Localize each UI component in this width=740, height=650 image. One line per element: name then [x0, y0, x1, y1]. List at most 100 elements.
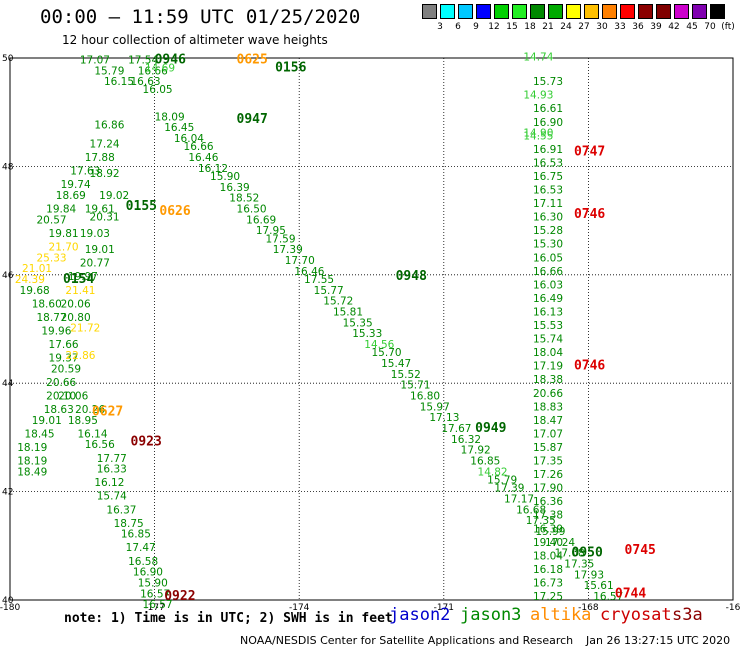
wave-height-value: 17.35	[533, 456, 563, 468]
wave-height-value: 17.11	[533, 198, 563, 210]
y-tick-label: 46	[2, 271, 14, 281]
wave-height-value: 18.47	[533, 415, 563, 427]
wave-height-value: 16.12	[94, 477, 124, 489]
wave-height-value: 19.61	[85, 203, 115, 215]
wave-height-value: 17.07	[533, 428, 563, 440]
wave-height-value: 16.91	[533, 144, 563, 156]
wave-height-value: 18.52	[229, 193, 259, 205]
wave-height-value: 18.19	[17, 442, 47, 454]
wave-height-value: 20.57	[37, 214, 67, 226]
x-tick-label: -171	[434, 603, 454, 613]
wave-height-value: 14.93	[523, 90, 553, 102]
pass-time-label: 0746	[574, 207, 605, 222]
wave-height-value: 19.03	[80, 228, 110, 240]
wave-height-value: 15.79	[487, 474, 517, 486]
wave-height-value: 16.66	[138, 65, 168, 77]
wave-height-value: 17.19	[533, 361, 563, 373]
y-tick-label: 42	[2, 488, 13, 498]
pass-time-label: 0627	[92, 405, 123, 420]
wave-height-value: 17.70	[285, 255, 315, 267]
pass-time-label: 0625	[237, 52, 268, 67]
wave-height-value: 16.03	[533, 279, 563, 291]
wave-height-value: 20.26	[75, 404, 105, 416]
wave-height-value: 16.90	[533, 117, 563, 129]
scale-label: 33	[614, 22, 626, 32]
wave-height-value: 19.02	[99, 190, 129, 202]
wave-height-value: 16.57	[140, 588, 170, 600]
wave-height-value: 19.01	[85, 244, 115, 256]
wave-height-value: 20.59	[51, 363, 81, 375]
pass-time-label: 0948	[396, 269, 427, 284]
wave-height-value: 18.92	[90, 168, 120, 180]
wave-height-value: 21.41	[65, 285, 95, 297]
wave-height-value: 15.77	[314, 285, 344, 297]
satellite-label-jason2: jason2	[389, 605, 451, 625]
wave-height-value: 15.74	[533, 334, 563, 346]
wave-height-value: 15.52	[391, 369, 421, 381]
wave-height-value: 18.77	[37, 312, 67, 324]
wave-height-value: 20.77	[80, 258, 110, 270]
wave-height-value: 16.86	[94, 119, 124, 131]
plot-frame	[9, 57, 734, 601]
x-tick-label: -174	[289, 603, 310, 613]
wave-height-value: 21.70	[49, 241, 79, 253]
wave-height-value: 16.04	[174, 133, 204, 145]
wave-height-value: 16.73	[533, 577, 563, 589]
pass-time-label: 0744	[615, 586, 646, 601]
wave-height-value: 21.01	[22, 263, 52, 275]
pass-time-label: 0947	[237, 112, 268, 127]
wave-height-value: 17.39	[494, 483, 524, 495]
pass-time-label: 0923	[131, 435, 162, 450]
scale-swatch	[674, 4, 689, 19]
wave-height-value: 18.95	[68, 415, 98, 427]
wave-height-value: 14.82	[478, 466, 508, 478]
wave-height-value: 16.90	[133, 567, 163, 579]
wave-height-value: 18.04	[533, 550, 563, 562]
wave-height-value: 16.12	[198, 163, 228, 175]
wave-height-value: 17.77	[97, 453, 127, 465]
scale-swatch	[494, 4, 509, 19]
wave-height-value: 16.05	[143, 84, 173, 96]
wave-height-value: 17.88	[85, 152, 115, 164]
wave-height-value: 16.46	[188, 152, 218, 164]
y-tick-label: 50	[2, 54, 14, 64]
wave-height-value: 16.50	[237, 203, 267, 215]
scale-swatch	[710, 4, 725, 19]
wave-height-value: 18.49	[17, 466, 47, 478]
wave-height-value: 21.72	[70, 323, 100, 335]
wave-height-value: 17.26	[533, 469, 563, 481]
wave-height-value: 16.68	[516, 504, 546, 516]
scale-swatch	[512, 4, 527, 19]
satellite-label-s3a: s3a	[672, 605, 703, 625]
scale-label: 30	[596, 22, 608, 32]
wave-height-value: 17.17	[504, 493, 534, 505]
wave-height-value: 15.90	[138, 577, 168, 589]
wave-height-value: 16.15	[104, 76, 134, 88]
wave-height-value: 16.61	[533, 103, 563, 115]
wave-height-value: 14.55	[523, 130, 553, 142]
pass-time-label: 0922	[164, 589, 195, 604]
scale-label: 42	[668, 22, 680, 32]
wave-height-value: 16.63	[131, 76, 161, 88]
wave-height-value: 15.71	[400, 380, 430, 392]
wave-height-value: 15.74	[97, 491, 127, 503]
wave-height-value: 20.10	[46, 390, 76, 402]
wave-height-value: 16.57	[593, 591, 623, 603]
wave-height-value: 18.09	[155, 111, 185, 123]
scale-swatch	[692, 4, 707, 19]
wave-height-value: 19.68	[20, 285, 50, 297]
wave-height-value: 15.73	[533, 76, 563, 88]
wave-height-value: 19.81	[49, 228, 79, 240]
wave-height-value: 18.45	[24, 428, 54, 440]
wave-height-value: 14.69	[145, 63, 175, 75]
wave-height-value: 16.39	[533, 523, 563, 535]
wave-height-value: 20.80	[61, 312, 91, 324]
wave-height-value: 25.33	[37, 252, 67, 264]
pass-time-label: 0950	[572, 546, 603, 561]
wave-height-value: 16.85	[470, 456, 500, 468]
wave-height-value: 15.53	[533, 320, 563, 332]
wave-height-value: 16.14	[77, 428, 107, 440]
wave-height-value: 16.05	[533, 252, 563, 264]
scale-swatch	[638, 4, 653, 19]
wave-height-value: 19.84	[46, 203, 76, 215]
